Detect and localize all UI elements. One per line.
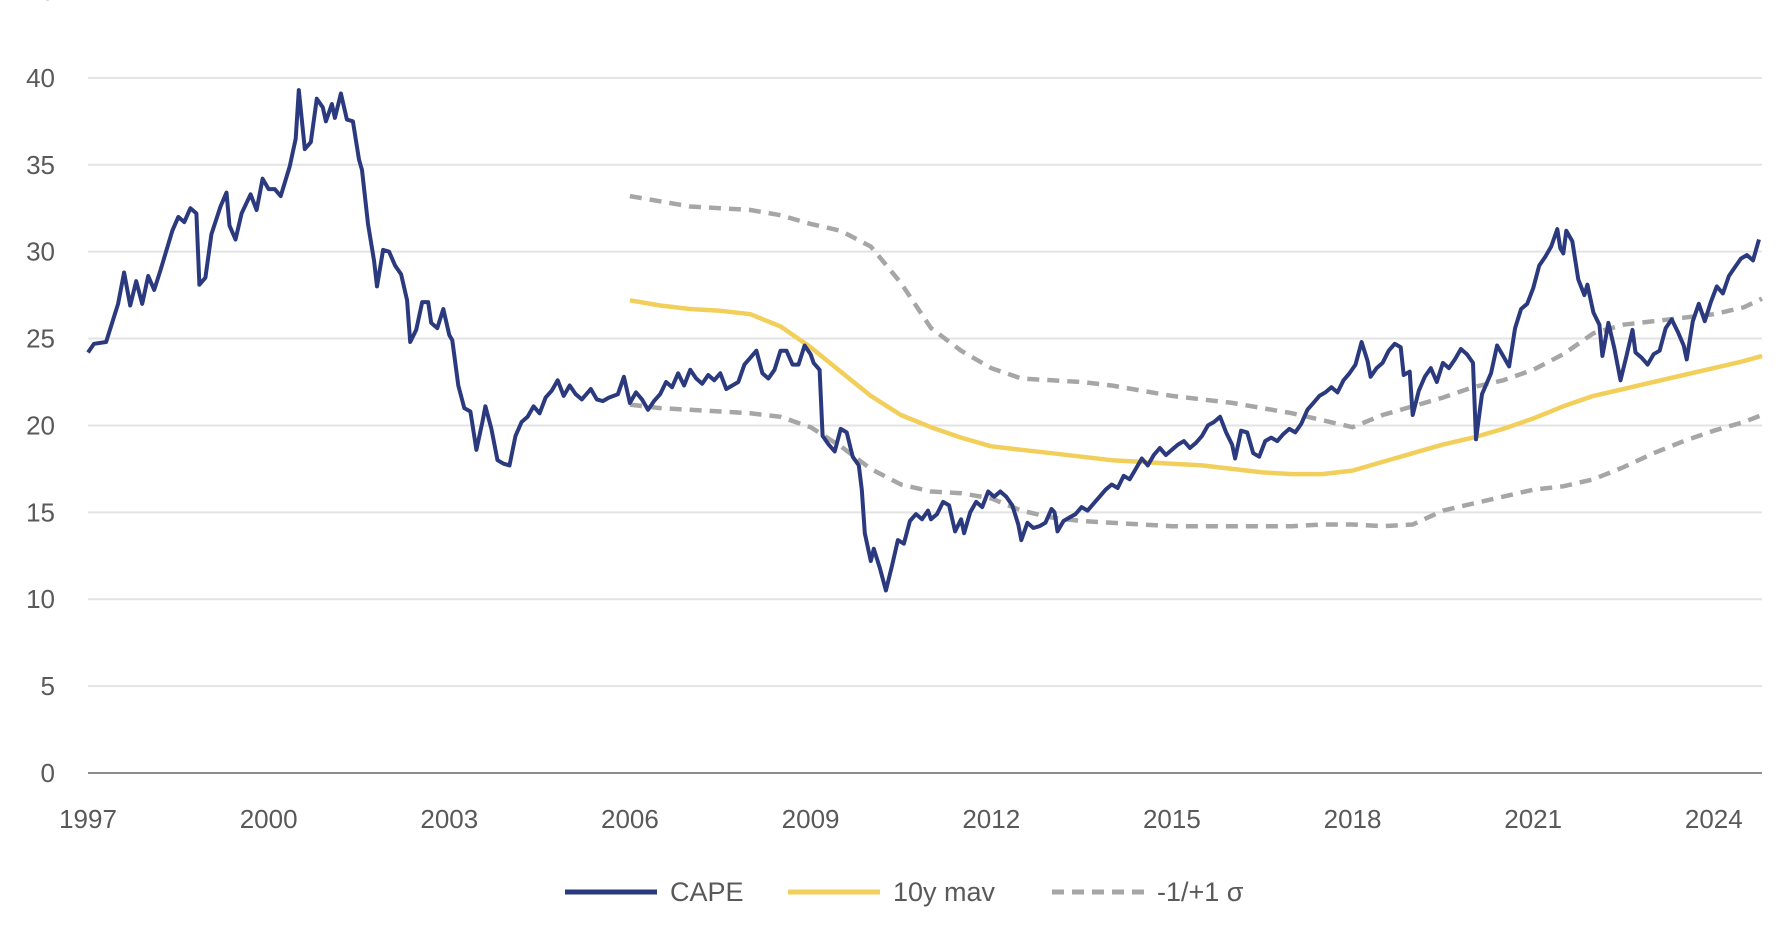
x-tick-label-2021: 2021: [1504, 804, 1562, 834]
legend-label-cape: CAPE: [670, 877, 744, 907]
y-tick-label-35: 35: [26, 150, 55, 180]
x-tick-label-1997: 1997: [59, 804, 117, 834]
series-line-10y-mav: [629, 298, 1763, 477]
x-axis-tick-labels: 1997 2000 2003 2006 2009 2012 2015 2018 2021 2024: [59, 804, 1743, 834]
x-tick-label-2006: 2006: [601, 804, 659, 834]
y-tick-label-40: 40: [26, 63, 55, 93]
y-tick-label-5: 5: [41, 671, 55, 701]
y-tick-label-15: 15: [26, 497, 55, 527]
y-tick-label-10: 10: [26, 584, 55, 614]
x-tick-label-2018: 2018: [1324, 804, 1382, 834]
y-tick-label-0: 0: [41, 758, 55, 788]
x-tick-label-2015: 2015: [1143, 804, 1201, 834]
gridlines: [88, 76, 1762, 774]
series-line-cape: [86, 88, 1761, 593]
legend-item-cape: CAPE: [565, 877, 744, 907]
series-line-sigma-lower: [629, 402, 1763, 529]
y-tick-label-25: 25: [26, 324, 55, 354]
legend-label-10y-mav: 10y mav: [893, 877, 996, 907]
x-tick-label-2009: 2009: [782, 804, 840, 834]
x-tick-label-2000: 2000: [240, 804, 298, 834]
x-tick-label-2012: 2012: [962, 804, 1020, 834]
legend: CAPE 10y mav -1/+1 σ: [565, 877, 1244, 907]
x-tick-label-2003: 2003: [420, 804, 478, 834]
legend-item-sigma: -1/+1 σ: [1052, 877, 1244, 907]
series-lines: [86, 88, 1763, 593]
x-tick-label-2024: 2024: [1685, 804, 1743, 834]
y-tick-label-20: 20: [26, 410, 55, 440]
y-axis-tick-labels: 0 5 10 15 20 25 30 35 40 45: [26, 0, 55, 788]
legend-label-sigma: -1/+1 σ: [1157, 877, 1244, 907]
y-tick-label-45: 45: [26, 0, 55, 6]
legend-item-10y-mav: 10y mav: [788, 877, 996, 907]
y-tick-label-30: 30: [26, 237, 55, 267]
